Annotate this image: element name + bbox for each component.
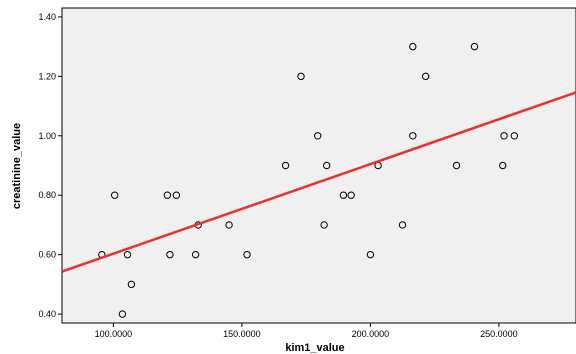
y-tick-label: 1.20 <box>38 71 56 81</box>
data-point <box>339 191 348 199</box>
data-point <box>110 191 119 199</box>
x-axis-title: kim1_value <box>285 342 344 354</box>
data-point <box>281 161 290 170</box>
y-axis-title: creatinine_value <box>11 123 23 209</box>
y-tick-label: 1.00 <box>38 131 56 141</box>
x-tick-label: 100.0000 <box>95 329 133 339</box>
data-point <box>127 280 136 289</box>
plot-area <box>61 7 576 324</box>
y-tick-label: 0.40 <box>38 309 56 319</box>
data-point <box>123 250 132 259</box>
data-point <box>320 221 328 229</box>
data-point <box>421 72 430 81</box>
data-point <box>398 221 407 229</box>
data-point <box>172 191 181 199</box>
data-point <box>166 250 174 259</box>
x-tick-label: 250.0000 <box>480 329 518 339</box>
y-tick-label: 0.60 <box>38 250 56 260</box>
data-point <box>314 132 322 140</box>
data-point <box>163 191 172 199</box>
data-point <box>225 221 233 229</box>
data-point <box>243 250 251 259</box>
data-point <box>191 250 200 259</box>
fit-line <box>61 91 576 273</box>
data-point <box>409 132 417 140</box>
data-point <box>499 161 507 170</box>
data-point <box>323 161 331 170</box>
data-point <box>347 191 355 199</box>
data-point <box>500 132 508 140</box>
data-point <box>452 161 461 170</box>
data-point <box>409 42 417 51</box>
data-point <box>366 250 375 259</box>
y-tick-label: 0.80 <box>38 190 56 200</box>
data-point <box>510 132 519 140</box>
y-axis: 0.40 0.60 0.80 1.00 1.20 1.40 <box>38 12 62 319</box>
x-tick-label: 150.0000 <box>223 329 261 339</box>
y-tick-label: 1.40 <box>38 12 56 22</box>
data-point <box>297 72 305 81</box>
x-axis: 100.0000 150.0000 200.0000 250.0000 <box>95 323 518 339</box>
data-point <box>118 310 127 318</box>
data-point <box>470 42 479 51</box>
x-tick-label: 200.0000 <box>352 329 390 339</box>
